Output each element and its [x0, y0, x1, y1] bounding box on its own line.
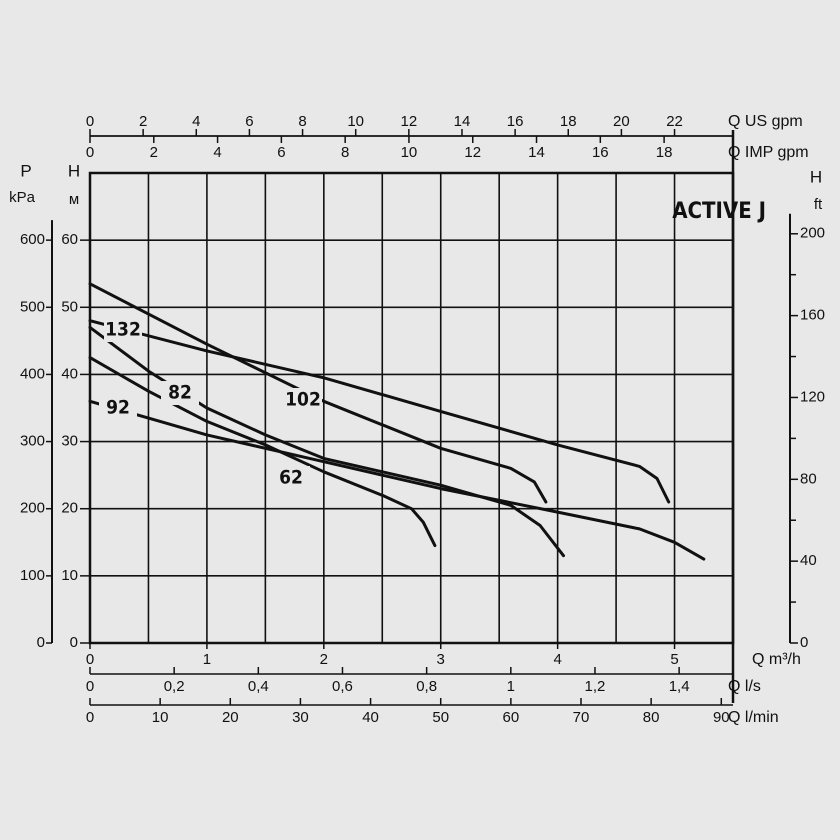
lmin_axis-tick-label: 70 — [573, 709, 590, 726]
us_gpm_axis-tick-label: 8 — [298, 113, 306, 130]
curve-label: 82 — [168, 382, 192, 404]
x-axis-label: Q m³/h — [752, 651, 801, 668]
curve-label-bg — [272, 466, 310, 490]
x-tick-label: 5 — [670, 651, 678, 668]
x-tick-label: 3 — [437, 651, 445, 668]
imp_gpm_axis-tick-label: 10 — [401, 144, 418, 161]
pressure-tick-label: 500 — [20, 298, 45, 315]
lmin_axis-tick-label: 80 — [643, 709, 660, 726]
lmin_axis-label: Q l/min — [728, 709, 779, 726]
pump-curve — [88, 399, 706, 561]
imp_gpm_axis-tick-label: 16 — [592, 144, 609, 161]
pressure-tick-label: 600 — [20, 231, 45, 248]
us_gpm_axis-tick-label: 22 — [666, 113, 683, 130]
us_gpm_axis-tick-label: 16 — [507, 113, 524, 130]
feet-tick-label: 0 — [800, 634, 808, 651]
ls_axis-tick-label: 1 — [507, 678, 515, 695]
ls_axis-tick-label: 0 — [86, 678, 94, 695]
imp_gpm_axis-tick-label: 18 — [656, 144, 673, 161]
imp_gpm_axis-label: Q IMP gpm — [728, 144, 809, 161]
y-axis-label: H — [68, 161, 80, 180]
x-tick-label: 0 — [86, 651, 94, 668]
imp_gpm_axis-tick-label: 0 — [86, 144, 94, 161]
feet-axis-label: H — [810, 167, 822, 186]
us_gpm_axis-tick-label: 18 — [560, 113, 577, 130]
lmin_axis-tick-label: 30 — [292, 709, 309, 726]
feet-axis-unit: ft — [814, 196, 823, 213]
feet-tick-label: 160 — [800, 307, 825, 324]
feet-tick-label: 200 — [800, 225, 825, 242]
us_gpm_axis-tick-label: 6 — [245, 113, 253, 130]
ls_axis-tick-label: 1,2 — [585, 678, 606, 695]
us_gpm_axis-tick-label: 10 — [347, 113, 364, 130]
pressure-axis-unit: kPa — [9, 189, 36, 206]
curve-label-bg — [99, 396, 137, 420]
curve-label: 132 — [105, 319, 141, 341]
ls_axis-tick-label: 0,8 — [416, 678, 437, 695]
feet-tick-label: 120 — [800, 388, 825, 405]
imp_gpm_axis-tick-label: 4 — [213, 144, 221, 161]
imp_gpm_axis-tick-label: 12 — [464, 144, 481, 161]
curve-label: 102 — [285, 389, 321, 411]
y-tick-label: 40 — [61, 365, 78, 382]
us_gpm_axis-label: Q US gpm — [728, 113, 803, 130]
us_gpm_axis-tick-label: 14 — [454, 113, 471, 130]
imp_gpm_axis-tick-label: 6 — [277, 144, 285, 161]
x-tick-label: 1 — [203, 651, 211, 668]
ls_axis-tick-label: 0,4 — [248, 678, 269, 695]
feet-tick-label: 40 — [800, 552, 817, 569]
feet-tick-label: 80 — [800, 470, 817, 487]
ls_axis-tick-label: 1,4 — [669, 678, 690, 695]
pressure-tick-label: 300 — [20, 433, 45, 450]
us_gpm_axis-tick-label: 20 — [613, 113, 630, 130]
imp_gpm_axis-tick-label: 8 — [341, 144, 349, 161]
lmin_axis-tick-label: 90 — [713, 709, 730, 726]
ls_axis-label: Q l/s — [728, 678, 761, 695]
y-tick-label: 30 — [61, 433, 78, 450]
curve-label-bg — [284, 388, 322, 412]
lmin_axis-tick-label: 60 — [503, 709, 520, 726]
lmin_axis-tick-label: 10 — [152, 709, 169, 726]
pressure-tick-label: 100 — [20, 567, 45, 584]
us_gpm_axis-tick-label: 2 — [139, 113, 147, 130]
curve-label-bg — [104, 318, 142, 342]
imp_gpm_axis-tick-label: 2 — [150, 144, 158, 161]
curve-label: 92 — [106, 397, 130, 419]
lmin_axis-tick-label: 0 — [86, 709, 94, 726]
us_gpm_axis-tick-label: 0 — [86, 113, 94, 130]
lmin_axis-tick-label: 20 — [222, 709, 239, 726]
y-tick-label: 60 — [61, 231, 78, 248]
pump-curve — [88, 282, 548, 504]
chart-title: ACTIVE J — [672, 199, 766, 224]
ls_axis-tick-label: 0,2 — [164, 678, 185, 695]
pressure-tick-label: 0 — [37, 634, 45, 651]
curve-label: 62 — [279, 467, 303, 489]
lmin_axis-tick-label: 40 — [362, 709, 379, 726]
lmin_axis-tick-label: 50 — [432, 709, 449, 726]
y-axis-unit: м — [69, 191, 79, 208]
us_gpm_axis-tick-label: 12 — [400, 113, 417, 130]
x-tick-label: 4 — [553, 651, 561, 668]
y-tick-label: 50 — [61, 298, 78, 315]
pressure-tick-label: 400 — [20, 365, 45, 382]
y-tick-label: 20 — [61, 500, 78, 517]
ls_axis-tick-label: 0,6 — [332, 678, 353, 695]
x-tick-label: 2 — [320, 651, 328, 668]
us_gpm_axis-tick-label: 4 — [192, 113, 200, 130]
y-tick-label: 0 — [70, 634, 78, 651]
curve-label-bg — [161, 381, 199, 405]
pressure-axis-label: P — [20, 161, 31, 180]
pressure-tick-label: 200 — [20, 500, 45, 517]
y-tick-label: 10 — [61, 567, 78, 584]
imp_gpm_axis-tick-label: 14 — [528, 144, 545, 161]
